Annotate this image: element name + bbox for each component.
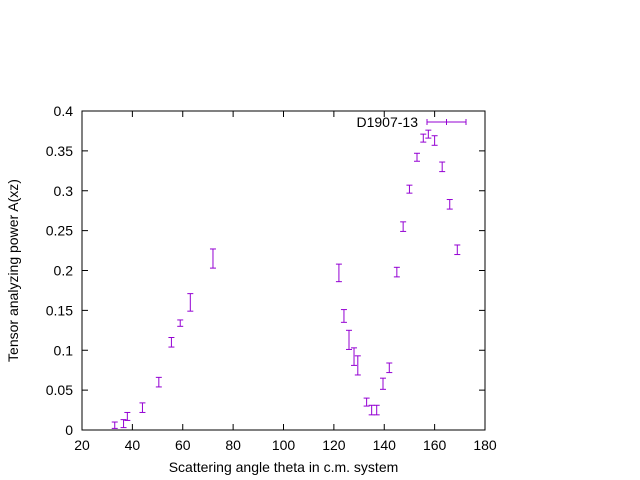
data-point xyxy=(120,419,127,429)
data-point xyxy=(373,404,380,416)
y-axis: 0 0.05 0.1 0.15 0.2 0.25 0.3 0.35 0.4 xyxy=(46,103,485,438)
data-point xyxy=(425,129,432,139)
plot-frame xyxy=(81,110,486,431)
data-point xyxy=(345,329,352,350)
legend: D1907-13 xyxy=(357,114,467,130)
data-point xyxy=(111,421,118,429)
data-point xyxy=(177,319,184,327)
data-point xyxy=(431,135,438,146)
data-point xyxy=(124,411,131,421)
legend-label: D1907-13 xyxy=(357,114,419,130)
x-tick-label: 40 xyxy=(125,437,141,453)
data-point xyxy=(393,266,400,278)
y-tick-label: 0.3 xyxy=(54,183,74,199)
data-point xyxy=(446,199,453,210)
y-tick-label: 0.2 xyxy=(54,263,74,279)
x-tick-label: 140 xyxy=(373,437,397,453)
data-point xyxy=(379,377,386,390)
data-point xyxy=(139,402,146,413)
x-tick-label: 20 xyxy=(74,437,90,453)
y-tick-label: 0.35 xyxy=(46,143,73,159)
y-tick-label: 0.15 xyxy=(46,302,73,318)
x-axis-title: Scattering angle theta in c.m. system xyxy=(169,459,399,475)
data-point xyxy=(420,133,427,143)
y-tick-label: 0.05 xyxy=(46,382,73,398)
x-tick-label: 60 xyxy=(175,437,191,453)
data-point xyxy=(209,248,216,269)
data-point xyxy=(400,221,407,232)
x-tick-label: 120 xyxy=(322,437,346,453)
data-point xyxy=(335,263,342,283)
data-point xyxy=(368,404,375,416)
data-point xyxy=(454,244,461,256)
x-tick-label: 80 xyxy=(225,437,241,453)
y-tick-label: 0.25 xyxy=(46,223,73,239)
data-point xyxy=(187,293,194,312)
data-point xyxy=(340,309,347,323)
y-tick-label: 0.1 xyxy=(54,342,74,358)
y-axis-title: Tensor analyzing power A(xz) xyxy=(5,179,21,362)
data-point xyxy=(413,152,420,162)
x-tick-label: 100 xyxy=(272,437,296,453)
y-tick-label: 0.4 xyxy=(54,103,74,119)
x-axis: 20 40 60 80 100 120 140 160 180 xyxy=(74,111,497,453)
data-point xyxy=(168,336,175,348)
data-marks xyxy=(111,129,461,429)
data-point xyxy=(351,347,358,366)
legend-marker xyxy=(426,119,467,125)
data-point xyxy=(363,397,370,407)
data-point xyxy=(439,161,446,173)
data-point xyxy=(354,355,361,376)
data-point xyxy=(386,362,393,374)
data-point xyxy=(155,376,162,388)
x-tick-label: 160 xyxy=(423,437,447,453)
data-point xyxy=(406,184,413,194)
legend-marker-line xyxy=(426,119,467,125)
y-tick-label: 0 xyxy=(65,422,73,438)
x-tick-label: 180 xyxy=(473,437,497,453)
